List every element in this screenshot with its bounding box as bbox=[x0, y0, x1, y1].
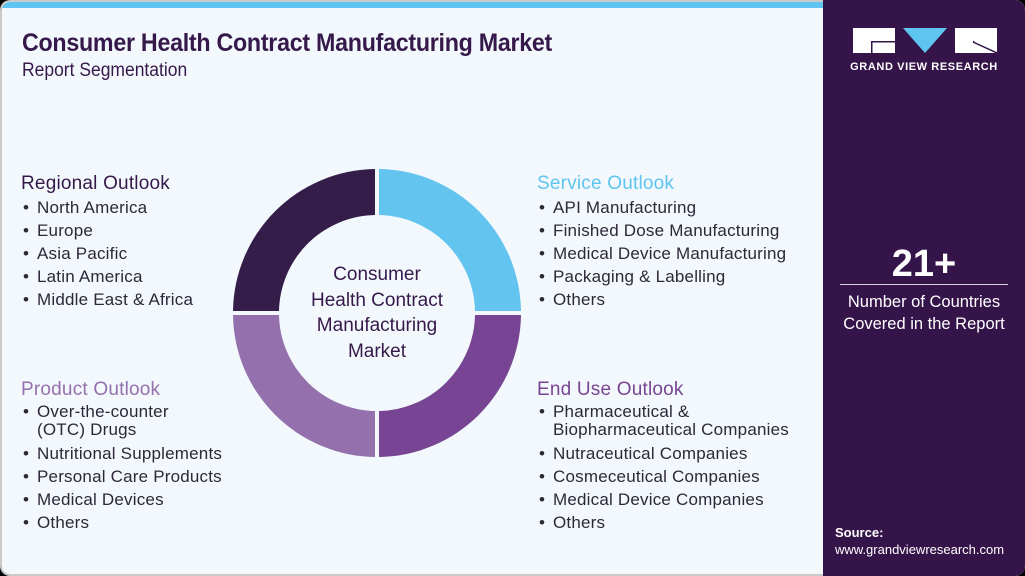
list-item: Cosmeceutical Companies bbox=[537, 465, 789, 488]
end-use-outlook-title: End Use Outlook bbox=[537, 379, 684, 400]
list-item: Pharmaceutical &Biopharmaceutical Compan… bbox=[537, 403, 789, 439]
donut-segment-product bbox=[233, 315, 375, 457]
list-item: Middle East & Africa bbox=[21, 288, 193, 311]
list-item: Latin America bbox=[21, 265, 193, 288]
side-panel bbox=[823, 0, 1025, 576]
segmentation-donut bbox=[233, 169, 521, 457]
list-item: Packaging & Labelling bbox=[537, 265, 786, 288]
regional-outlook-title: Regional Outlook bbox=[21, 173, 170, 194]
list-item: Personal Care Products bbox=[21, 465, 222, 488]
list-item: North America bbox=[21, 196, 193, 219]
source-label: Source: bbox=[835, 525, 884, 540]
end-use-outlook-list: Pharmaceutical &Biopharmaceutical Compan… bbox=[537, 403, 789, 535]
list-item: Nutraceutical Companies bbox=[537, 442, 789, 465]
page-subtitle: Report Segmentation bbox=[22, 60, 188, 81]
main-panel: Consumer Health Contract Manufacturing M… bbox=[2, 2, 823, 574]
page-title: Consumer Health Contract Manufacturing M… bbox=[22, 29, 553, 57]
service-outlook-list: API Manufacturing Finished Dose Manufact… bbox=[537, 196, 786, 311]
regional-outlook-list: North America Europe Asia Pacific Latin … bbox=[21, 196, 193, 311]
product-outlook-list: Over-the-counter(OTC) Drugs Nutritional … bbox=[21, 403, 222, 535]
stat-divider bbox=[840, 284, 1008, 285]
product-outlook-title: Product Outlook bbox=[21, 379, 161, 400]
regional-outlook-section: Regional Outlook North America Europe As… bbox=[21, 173, 193, 311]
list-item: Medical Devices bbox=[21, 488, 222, 511]
service-outlook-title: Service Outlook bbox=[537, 173, 675, 194]
donut-segment-end-use bbox=[379, 315, 521, 457]
list-item: Others bbox=[537, 288, 786, 311]
list-item: Others bbox=[21, 511, 222, 534]
list-item: Others bbox=[537, 511, 789, 534]
list-item: Finished Dose Manufacturing bbox=[537, 219, 786, 242]
list-item: Medical Device Manufacturing bbox=[537, 242, 786, 265]
top-accent-bar bbox=[2, 2, 823, 8]
source-url: www.grandviewresearch.com bbox=[835, 542, 1005, 557]
grand-view-research-logo-icon bbox=[853, 28, 997, 53]
donut-segment-regional bbox=[233, 169, 375, 311]
list-item: Medical Device Companies bbox=[537, 488, 789, 511]
list-item: Europe bbox=[21, 219, 193, 242]
countries-label: Number of Countries Covered in the Repor… bbox=[843, 293, 1005, 333]
logo-text: GRAND VIEW RESEARCH bbox=[850, 61, 998, 73]
list-item: API Manufacturing bbox=[537, 196, 786, 219]
list-item: Nutritional Supplements bbox=[21, 442, 222, 465]
donut-segment-service bbox=[379, 169, 521, 311]
product-outlook-section: Product Outlook Over-the-counter(OTC) Dr… bbox=[21, 379, 222, 534]
list-item: Over-the-counter(OTC) Drugs bbox=[21, 403, 222, 439]
end-use-outlook-section: End Use Outlook Pharmaceutical &Biopharm… bbox=[537, 379, 789, 534]
list-item: Asia Pacific bbox=[21, 242, 193, 265]
service-outlook-section: Service Outlook API Manufacturing Finish… bbox=[537, 173, 786, 311]
countries-count: 21+ bbox=[891, 243, 957, 285]
donut-center-label: Consumer Health Contract Manufacturing M… bbox=[310, 264, 443, 362]
